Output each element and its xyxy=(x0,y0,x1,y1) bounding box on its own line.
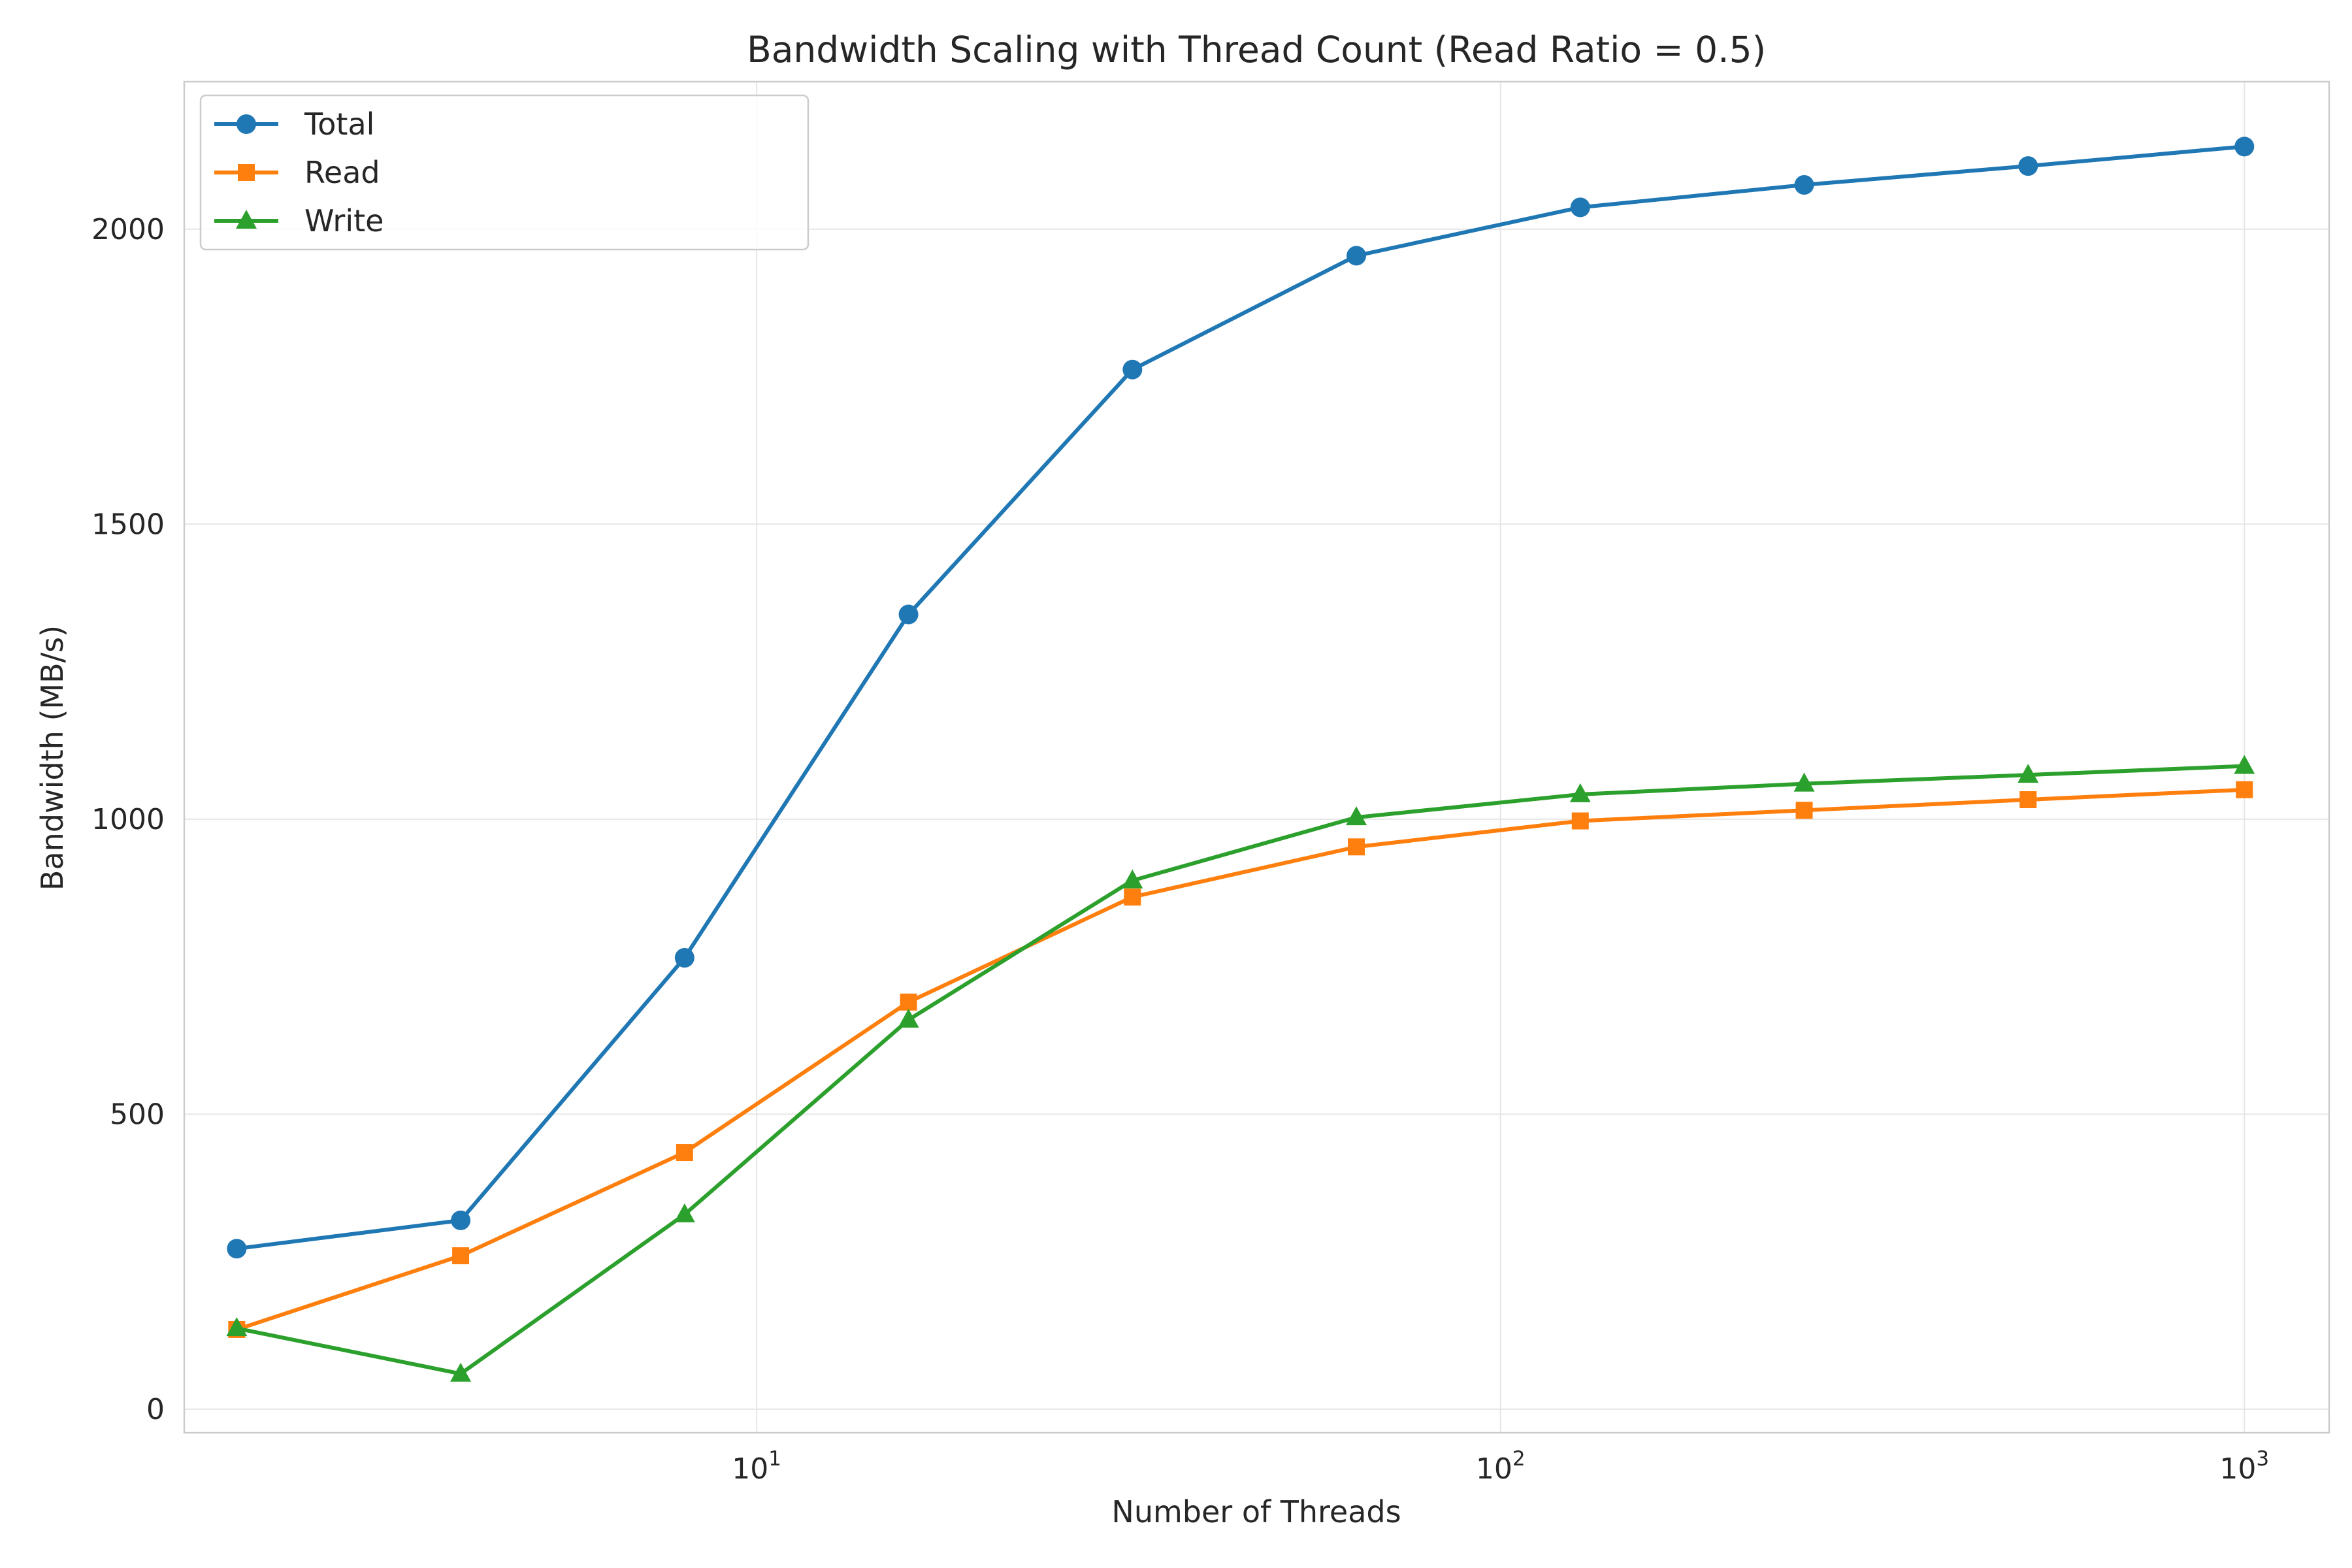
data-point-total xyxy=(674,948,694,968)
legend-marker-total xyxy=(237,114,256,134)
chart-title: Bandwidth Scaling with Thread Count (Rea… xyxy=(747,29,1766,71)
data-point-read xyxy=(2236,781,2253,798)
legend-label-write: Write xyxy=(304,203,384,238)
data-point-write xyxy=(450,1362,472,1382)
series-line-read xyxy=(235,787,2247,1331)
data-point-read xyxy=(1124,889,1141,906)
data-point-read xyxy=(676,1144,693,1162)
legend: Total Read Write xyxy=(199,94,809,251)
x-axis-label: Number of Threads xyxy=(1111,1494,1401,1529)
y-tick-label: 500 xyxy=(110,1098,165,1131)
data-point-write xyxy=(2234,755,2255,774)
data-point-total xyxy=(227,1239,247,1259)
y-axis-ticks: 0 500 1000 1500 2000 xyxy=(91,213,165,1426)
data-point-write xyxy=(1569,783,1591,802)
data-point-write xyxy=(2017,764,2039,783)
data-point-total xyxy=(451,1210,471,1230)
series-total xyxy=(227,137,2255,1259)
y-tick-label: 0 xyxy=(146,1393,165,1426)
data-point-total xyxy=(2234,137,2255,157)
x-tick-label: 103 xyxy=(2219,1447,2269,1486)
data-point-write xyxy=(1793,772,1815,792)
legend-box xyxy=(199,94,809,251)
series-layer xyxy=(226,137,2255,1382)
data-point-write xyxy=(1346,806,1367,826)
data-point-read xyxy=(2019,791,2037,809)
series-line-total xyxy=(235,144,2247,1251)
x-tick-label: 101 xyxy=(732,1447,781,1486)
data-point-read xyxy=(1571,812,1589,830)
data-point-write xyxy=(898,1008,919,1028)
legend-item-total: Total xyxy=(214,106,374,142)
data-point-total xyxy=(1794,175,1814,195)
series-line-write xyxy=(235,764,2247,1376)
legend-marker-write xyxy=(236,210,257,229)
data-point-total xyxy=(1347,246,1367,266)
y-tick-label: 1500 xyxy=(91,508,165,541)
data-point-read xyxy=(452,1247,470,1265)
data-point-total xyxy=(1122,359,1143,380)
y-tick-label: 2000 xyxy=(91,213,165,246)
y-axis-label: Bandwidth (MB/s) xyxy=(35,625,70,890)
plot-frame xyxy=(183,80,2330,1434)
y-tick-label: 1000 xyxy=(91,803,165,836)
data-point-total xyxy=(1570,197,1590,218)
data-point-total xyxy=(2018,156,2038,176)
legend-label-total: Total xyxy=(304,106,374,142)
legend-item-write: Write xyxy=(214,203,384,238)
legend-marker-read xyxy=(238,164,255,181)
legend-item-read: Read xyxy=(214,155,380,190)
series-write xyxy=(226,755,2255,1382)
data-point-write xyxy=(226,1317,248,1337)
data-point-read xyxy=(1348,838,1365,856)
x-axis-ticks: 101 102 103 xyxy=(732,1447,2269,1486)
legend-label-read: Read xyxy=(304,155,380,190)
x-tick-label: 102 xyxy=(1476,1447,1526,1486)
data-point-read xyxy=(1795,802,1813,819)
grid xyxy=(184,82,2329,1433)
data-point-total xyxy=(898,604,919,625)
data-point-read xyxy=(900,993,917,1011)
data-point-write xyxy=(674,1203,695,1222)
data-point-write xyxy=(1122,869,1143,889)
